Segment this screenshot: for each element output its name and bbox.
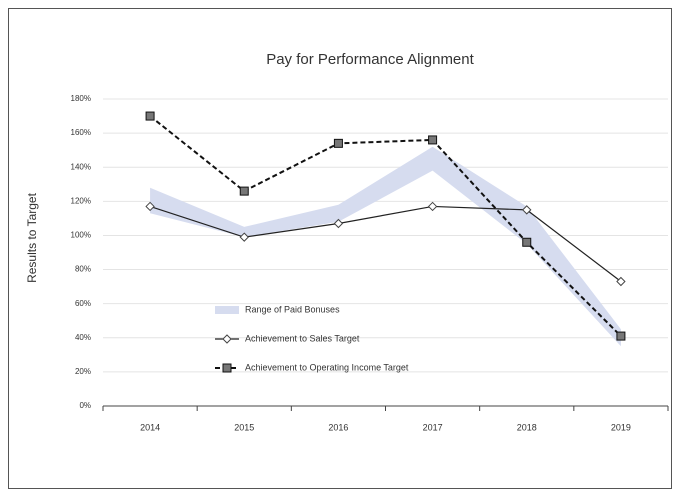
sales-marker xyxy=(522,205,532,215)
y-tick-label: 100% xyxy=(71,231,91,240)
y-tick-label: 160% xyxy=(71,128,91,137)
operating-line xyxy=(149,115,622,337)
legend-swatch xyxy=(222,334,232,344)
x-tick-label: 2019 xyxy=(611,422,631,432)
x-tick-label: 2014 xyxy=(140,422,160,432)
operating-marker xyxy=(145,111,155,121)
sales-line xyxy=(149,205,622,282)
y-tick-label: 140% xyxy=(71,162,91,171)
legend-label: Achievement to Sales Target xyxy=(245,333,360,343)
x-tick-label: 2017 xyxy=(423,422,443,432)
legend-label: Achievement to Operating Income Target xyxy=(245,362,409,372)
y-tick-label: 80% xyxy=(75,265,91,274)
y-axis-label: Results to Target xyxy=(25,192,39,282)
y-tick-label: 0% xyxy=(79,401,91,410)
chart-frame xyxy=(8,8,672,489)
y-tick-label: 60% xyxy=(75,299,91,308)
sales-marker xyxy=(333,218,344,229)
operating-marker xyxy=(616,331,626,341)
x-tick-label: 2016 xyxy=(328,422,348,432)
sales-marker xyxy=(239,232,249,242)
chart-title: Pay for Performance Alignment xyxy=(266,51,474,68)
sales-marker xyxy=(616,276,626,287)
legend-swatch xyxy=(215,306,239,314)
operating-marker xyxy=(522,237,532,247)
legend-label: Range of Paid Bonuses xyxy=(245,304,340,314)
x-tick-label: 2015 xyxy=(234,422,254,432)
y-tick-label: 120% xyxy=(71,196,91,205)
y-tick-label: 20% xyxy=(75,367,91,376)
operating-marker xyxy=(239,186,249,196)
legend-swatch xyxy=(222,363,232,373)
x-tick-label: 2018 xyxy=(517,422,537,432)
sales-marker xyxy=(427,201,438,212)
y-tick-label: 180% xyxy=(71,94,91,103)
operating-marker xyxy=(333,138,343,148)
range-band xyxy=(150,146,621,347)
operating-marker xyxy=(428,135,438,145)
y-tick-label: 40% xyxy=(75,333,91,342)
sales-marker xyxy=(145,201,155,212)
